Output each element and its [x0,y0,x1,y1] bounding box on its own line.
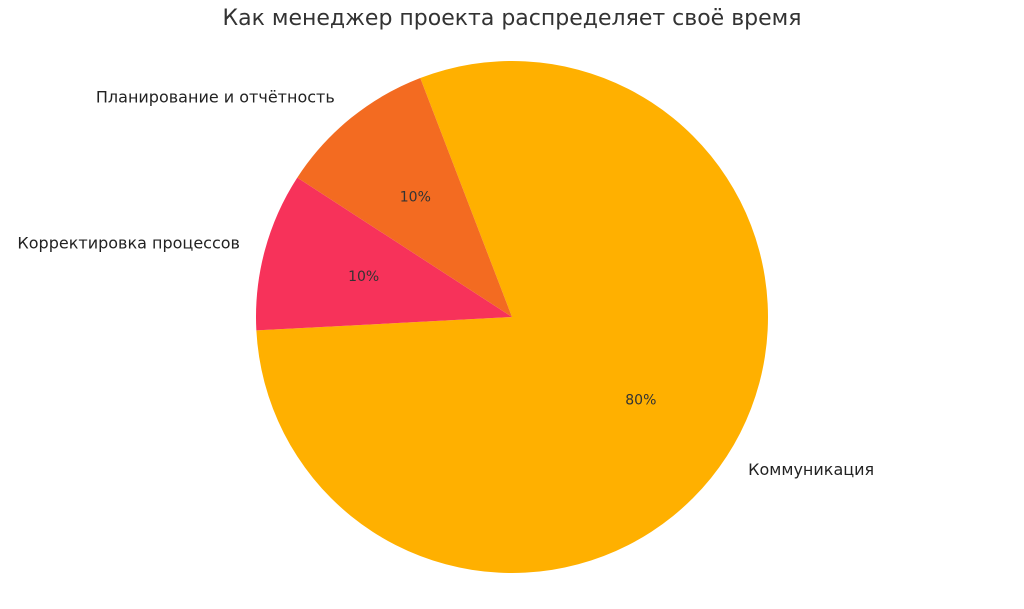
pie-slice [256,61,768,573]
slice-percent-label: 10% [348,269,379,285]
slice-category-label: Коммуникация [748,460,874,479]
slice-category-label: Планирование и отчётность [96,88,335,107]
chart-title: Как менеджер проекта распределяет своё в… [222,6,802,31]
pie-slice [255,177,512,331]
pie-slice [297,78,512,317]
slice-percent-label: 10% [400,190,431,206]
slice-percent-label: 80% [625,393,656,409]
slice-category-label: Корректировка процессов [17,234,240,253]
